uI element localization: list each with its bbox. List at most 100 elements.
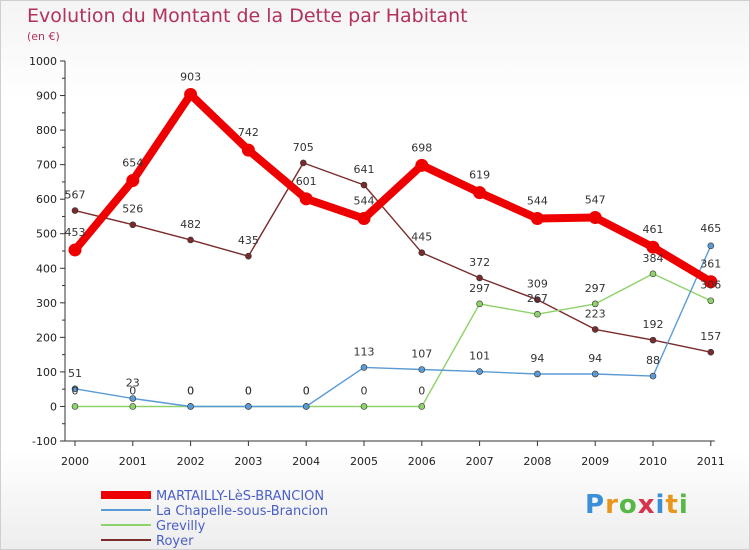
series-point-3	[187, 236, 194, 244]
series-point-3	[129, 221, 137, 229]
x-tick-label: 2009	[581, 455, 609, 468]
series-point-1	[71, 385, 79, 393]
data-label: 94	[588, 352, 602, 365]
data-label: 742	[238, 126, 259, 139]
legend-label-3: Royer	[156, 534, 194, 549]
logo-letter: x	[637, 490, 656, 520]
y-tick-label: 900	[36, 90, 57, 103]
chart-title: Evolution du Montant de la Dette par Hab…	[27, 5, 468, 27]
series-line-1	[74, 245, 712, 408]
x-tick-label: 2002	[177, 455, 205, 468]
data-label: 698	[411, 141, 432, 154]
series-point-2	[360, 403, 368, 410]
y-tick-label: 0	[50, 400, 57, 413]
data-label: 309	[527, 278, 548, 291]
series-point-0	[530, 212, 544, 226]
data-label: 51	[68, 367, 82, 380]
data-label: 384	[643, 252, 664, 265]
y-tick-label: 600	[36, 193, 57, 206]
x-tick-label: 2008	[523, 455, 551, 468]
series-point-2	[476, 300, 483, 308]
y-tick-label: -100	[32, 435, 57, 448]
y-tick-label: 700	[36, 159, 57, 172]
logo-letter: t	[665, 490, 679, 520]
series-point-1	[476, 368, 483, 375]
data-label: 567	[65, 189, 86, 202]
series-point-1	[418, 366, 426, 373]
series-point-2	[71, 403, 79, 410]
data-label: 544	[354, 195, 375, 208]
series-point-1	[707, 242, 715, 250]
chart-subtitle: (en €)	[27, 30, 60, 43]
data-label: 157	[700, 330, 721, 343]
data-label: 0	[303, 384, 310, 397]
data-label: 372	[469, 256, 490, 269]
series-point-0	[357, 212, 371, 226]
series-point-3	[476, 274, 483, 282]
data-label: 453	[65, 226, 86, 239]
data-label: 107	[411, 347, 432, 360]
series-point-0	[299, 192, 313, 206]
data-label: 267	[527, 292, 548, 305]
data-label: 465	[700, 222, 721, 235]
legend-label-1: La Chapelle-sous-Brancion	[156, 504, 328, 519]
series-point-1	[129, 395, 137, 402]
data-label: 0	[361, 384, 368, 397]
series-line-3	[74, 162, 712, 353]
x-tick-label: 2006	[408, 455, 436, 468]
series-point-1	[187, 403, 194, 410]
series-point-2	[707, 297, 715, 305]
data-label: 482	[180, 218, 201, 231]
x-tick-label: 2005	[350, 455, 378, 468]
axes: -100010020030040050060070080090010002000…	[29, 55, 725, 468]
data-label: 641	[354, 163, 375, 176]
logo-letter: i	[655, 490, 666, 520]
series-layer	[68, 88, 718, 410]
data-labels-layer: 453 654 903 742 601 544 698 619 544 547 461 361 51 23…	[65, 71, 722, 398]
data-label: 544	[527, 195, 548, 208]
proxiti-logo: Proxiti	[585, 490, 689, 520]
data-label: 601	[296, 175, 317, 188]
series-point-0	[473, 186, 487, 200]
logo-letter: P	[585, 490, 606, 520]
data-label: 101	[469, 350, 490, 363]
series-point-0	[126, 174, 140, 188]
data-label: 526	[122, 203, 143, 216]
data-label: 297	[469, 282, 490, 295]
logo-letter: r	[605, 490, 619, 520]
data-label: 0	[245, 384, 252, 397]
data-label: 94	[530, 352, 544, 365]
data-label: 113	[354, 345, 375, 358]
data-label: 461	[643, 223, 664, 236]
data-label: 435	[238, 234, 259, 247]
series-point-0	[241, 143, 255, 157]
y-tick-label: 1000	[29, 55, 57, 68]
series-point-0	[704, 275, 718, 289]
series-point-2	[649, 270, 657, 278]
data-label: 0	[303, 384, 310, 397]
data-label: 223	[585, 307, 606, 320]
data-label: 0	[129, 384, 136, 397]
series-point-3	[245, 252, 252, 260]
logo-letter: o	[618, 490, 638, 520]
data-label: 0	[72, 384, 79, 397]
series-point-1	[360, 364, 368, 371]
series-point-3	[300, 159, 307, 167]
data-label: 903	[180, 71, 201, 84]
data-label: 445	[411, 231, 432, 244]
data-label: 0	[187, 384, 194, 397]
series-point-0	[184, 88, 198, 102]
data-label: 23	[126, 377, 140, 390]
data-label: 0	[187, 384, 194, 397]
series-point-0	[68, 243, 82, 257]
y-tick-label: 300	[36, 297, 57, 310]
series-line-2	[74, 273, 712, 408]
data-label: 0	[245, 384, 252, 397]
legend-label-2: Grevilly	[156, 519, 206, 534]
data-label: 297	[585, 282, 606, 295]
series-point-3	[418, 249, 426, 257]
x-tick-label: 2004	[292, 455, 320, 468]
series-point-2	[418, 403, 426, 410]
series-point-3	[534, 296, 541, 304]
